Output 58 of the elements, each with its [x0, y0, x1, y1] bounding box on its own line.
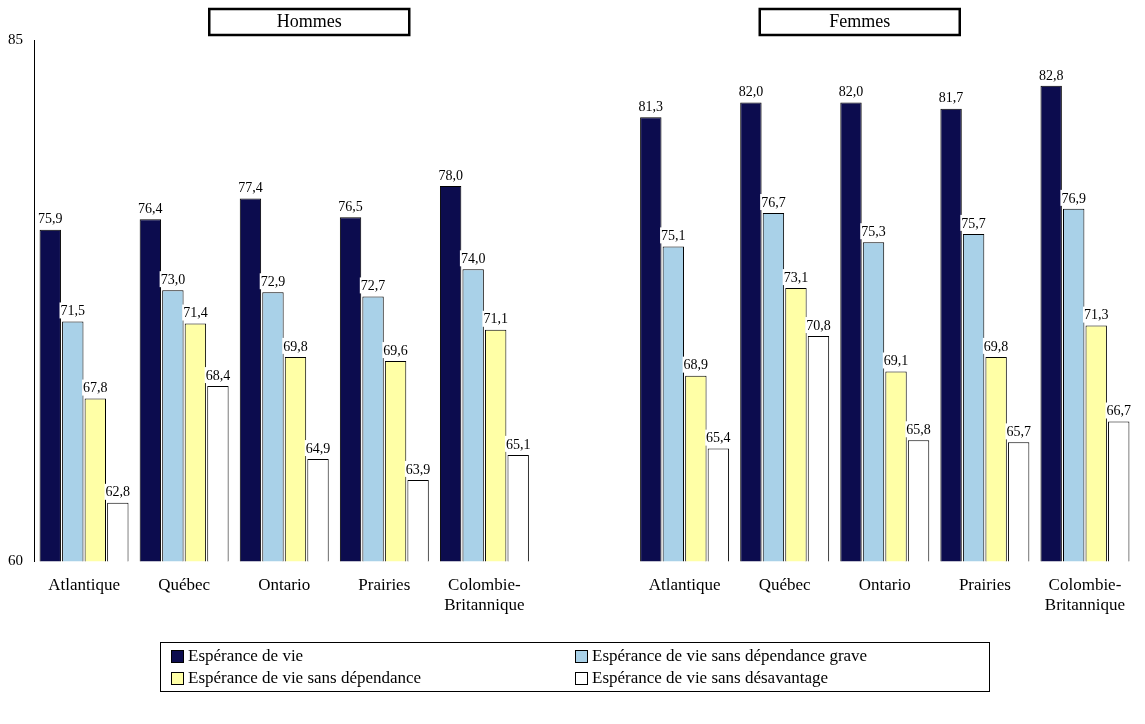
legend-label: Espérance de vie — [187, 645, 305, 667]
data-label: 82,8 — [1038, 67, 1064, 83]
data-label: 71,5 — [60, 303, 86, 319]
x-tick-label: Québec — [158, 574, 211, 594]
data-label: 65,1 — [505, 436, 531, 452]
x-tick-label: Québec — [758, 574, 812, 594]
x-tick-label: Ontario — [858, 574, 911, 594]
data-label: 70,8 — [806, 317, 831, 333]
x-tick-label: Prairies — [358, 574, 411, 594]
data-label: 76,9 — [1061, 190, 1086, 206]
data-label: 76,5 — [338, 198, 363, 214]
legend-label: Espérance de vie sans dépendance — [187, 667, 423, 689]
data-label: 81,3 — [638, 98, 664, 114]
x-tick-label: Ontario — [258, 574, 311, 594]
data-label: 67,8 — [83, 380, 108, 396]
text: Femmes — [829, 10, 891, 31]
data-label: 73,0 — [160, 271, 186, 287]
data-label: 82,0 — [738, 84, 764, 100]
data-label: 68,9 — [683, 357, 709, 373]
data-label: 74,0 — [460, 251, 486, 266]
data-label: 81,7 — [938, 90, 964, 106]
data-label: 76,7 — [761, 194, 786, 210]
data-label: 68,4 — [205, 367, 231, 383]
data-label: 62,8 — [105, 484, 131, 500]
data-label: 64,9 — [305, 440, 331, 456]
x-tick-label: Prairies — [958, 574, 1011, 594]
data-label: 65,4 — [706, 430, 731, 446]
data-label: 76,4 — [138, 200, 163, 216]
data-label: 71,3 — [1083, 307, 1109, 323]
data-label: 63,9 — [405, 461, 431, 477]
data-label: 73,1 — [783, 269, 809, 285]
x-tick-label: Atlantique — [648, 574, 721, 594]
data-label: 78,0 — [438, 167, 463, 183]
data-label: 82,0 — [838, 84, 864, 100]
data-label: 71,4 — [183, 305, 208, 321]
text: Hommes — [276, 10, 342, 31]
data-label: 69,8 — [283, 338, 308, 354]
y-tick-label: 85 — [8, 30, 23, 47]
data-label: 65,8 — [906, 421, 931, 437]
data-label: 72,9 — [260, 273, 286, 289]
data-label: 75,7 — [961, 215, 986, 231]
data-label: 69,8 — [983, 338, 1009, 354]
data-label: 72,7 — [360, 278, 386, 294]
legend-label: Espérance de vie sans dépendance grave — [591, 645, 869, 667]
data-label: 77,4 — [238, 180, 263, 196]
data-label: 71,1 — [483, 311, 508, 327]
x-tick-label: Atlantique — [48, 574, 120, 594]
data-label: 75,9 — [38, 211, 63, 227]
data-label: 75,3 — [861, 223, 886, 239]
data-label: 75,1 — [661, 228, 686, 244]
data-label: 69,6 — [383, 342, 408, 358]
series-label: Espérance de vie sans désavantage — [591, 667, 829, 689]
x-tick-label: Colombie-Britannique — [444, 574, 525, 615]
data-label: 66,7 — [1106, 403, 1131, 419]
y-tick-label: 60 — [8, 552, 23, 569]
data-label: 65,7 — [1006, 424, 1031, 440]
x-tick-label: Colombie-Britannique — [1044, 574, 1126, 615]
data-label: 69,1 — [883, 353, 909, 369]
